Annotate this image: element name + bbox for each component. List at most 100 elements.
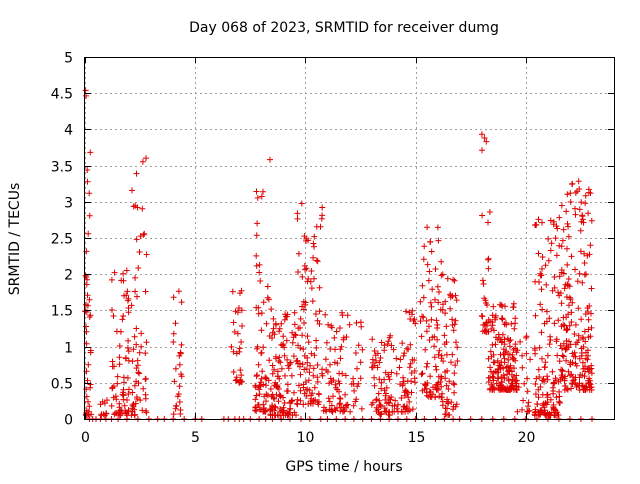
data-point xyxy=(350,402,357,409)
data-point xyxy=(454,344,461,351)
data-point xyxy=(336,370,343,377)
data-point xyxy=(109,358,116,365)
data-point xyxy=(537,272,544,279)
data-point xyxy=(139,158,146,165)
data-point xyxy=(334,360,341,367)
data-point xyxy=(438,373,445,380)
data-point xyxy=(500,386,507,393)
data-point xyxy=(229,288,236,295)
data-point xyxy=(481,328,488,335)
data-point xyxy=(574,278,581,285)
data-point xyxy=(134,293,140,300)
data-point xyxy=(277,392,284,399)
data-point xyxy=(326,380,333,387)
data-point xyxy=(269,402,276,409)
data-point xyxy=(121,292,127,299)
data-point xyxy=(350,375,357,382)
data-point xyxy=(525,399,532,406)
data-point xyxy=(537,301,544,308)
data-point xyxy=(429,286,436,293)
data-point xyxy=(544,373,551,380)
data-point xyxy=(369,364,376,371)
data-point xyxy=(87,149,94,156)
data-point xyxy=(291,309,298,316)
data-point xyxy=(371,374,378,381)
data-point xyxy=(116,361,123,368)
data-point xyxy=(336,401,343,408)
data-point xyxy=(294,357,301,364)
data-point xyxy=(378,379,385,386)
data-point xyxy=(538,286,545,293)
data-point xyxy=(297,371,304,378)
data-point xyxy=(498,359,505,366)
data-point xyxy=(352,398,359,405)
data-point xyxy=(316,308,323,315)
data-point xyxy=(588,217,595,224)
data-point xyxy=(258,375,265,382)
data-point xyxy=(488,368,494,375)
data-point xyxy=(567,372,573,379)
data-point xyxy=(451,381,458,388)
data-point xyxy=(484,302,490,308)
plot-frame xyxy=(84,57,615,420)
data-point xyxy=(442,298,449,305)
data-point xyxy=(113,328,120,335)
data-point xyxy=(383,384,390,391)
data-point xyxy=(304,386,311,393)
data-point xyxy=(587,242,594,249)
data-point xyxy=(85,230,92,237)
data-point xyxy=(323,408,330,415)
data-point xyxy=(544,376,551,383)
data-point xyxy=(256,261,263,268)
data-point xyxy=(403,388,410,395)
data-point xyxy=(587,190,594,197)
data-point xyxy=(578,350,585,356)
data-point xyxy=(259,368,266,375)
data-point xyxy=(237,367,244,374)
data-point xyxy=(513,372,520,379)
data-point xyxy=(565,276,572,282)
data-point xyxy=(547,412,554,419)
data-point xyxy=(276,328,283,335)
data-point xyxy=(87,312,94,319)
data-point xyxy=(566,322,573,329)
data-point xyxy=(283,388,290,395)
data-point xyxy=(385,373,392,380)
data-point xyxy=(555,289,561,296)
data-point xyxy=(563,294,570,300)
data-point xyxy=(555,317,562,324)
data-point xyxy=(303,238,309,244)
data-point xyxy=(481,295,488,302)
data-point xyxy=(495,366,502,373)
data-point xyxy=(549,368,556,375)
data-point xyxy=(292,332,299,339)
data-point xyxy=(303,366,310,373)
data-point xyxy=(487,364,494,371)
data-point xyxy=(438,258,445,265)
data-point xyxy=(571,349,578,356)
data-point xyxy=(425,277,432,284)
y-tick-label: 4.5 xyxy=(51,87,73,103)
data-point xyxy=(547,217,554,224)
data-point xyxy=(561,387,568,393)
data-point xyxy=(308,285,315,292)
data-point xyxy=(397,356,404,363)
data-point xyxy=(176,383,183,390)
data-point xyxy=(114,373,121,380)
data-point xyxy=(447,292,454,299)
data-point xyxy=(409,406,416,413)
data-point xyxy=(297,387,304,394)
data-point xyxy=(344,312,351,319)
data-point xyxy=(255,384,262,391)
data-point xyxy=(174,393,181,400)
data-point xyxy=(382,396,389,403)
data-point xyxy=(541,404,548,411)
x-tick-label: 5 xyxy=(191,430,200,446)
data-point xyxy=(260,299,267,306)
data-point xyxy=(233,374,240,381)
data-point xyxy=(420,294,427,301)
data-point xyxy=(539,377,546,384)
data-point xyxy=(170,330,177,337)
data-point xyxy=(302,301,309,308)
data-point xyxy=(509,351,516,358)
